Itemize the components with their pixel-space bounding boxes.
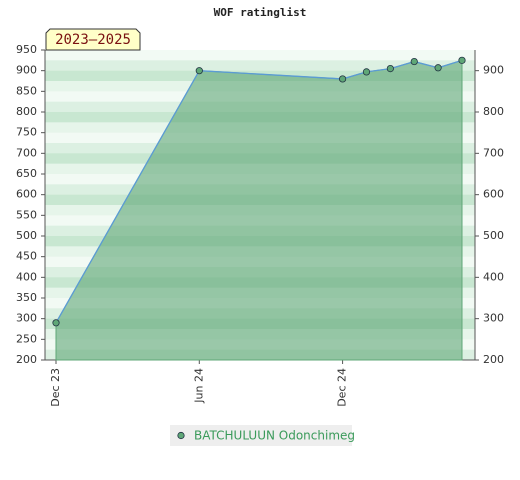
point xyxy=(362,68,371,76)
y-tick-label: 500 xyxy=(16,229,37,242)
y-tick-label: 700 xyxy=(16,146,37,159)
y2-tick-label: 500 xyxy=(483,229,504,242)
legend-box xyxy=(170,425,352,446)
badge-text: 2023–2025 xyxy=(55,32,131,48)
point xyxy=(386,65,394,73)
badge-box xyxy=(45,28,141,51)
x-tick-label: Jun 24 xyxy=(192,368,205,404)
y2-tick-label: 400 xyxy=(483,270,504,283)
point xyxy=(338,75,347,83)
y-tick-label: 750 xyxy=(16,126,37,139)
y2-tick-label: 200 xyxy=(483,353,504,366)
y-tick-label: 450 xyxy=(16,250,37,263)
y2-tick-label: 700 xyxy=(483,146,504,159)
y-tick-label: 800 xyxy=(16,105,37,118)
x-tick-label: Dec 23 xyxy=(49,368,62,407)
point xyxy=(410,57,418,66)
badge: 2023–2025 xyxy=(45,28,141,51)
y2-tick-label: 900 xyxy=(483,64,504,77)
point xyxy=(458,56,466,64)
chart-title: WOF ratinglist xyxy=(214,6,307,19)
point xyxy=(52,319,60,327)
y2-tick-label: 600 xyxy=(483,188,504,201)
y2-tick-label: 800 xyxy=(483,105,504,118)
stripe xyxy=(45,50,475,61)
y-tick-label: 300 xyxy=(16,312,37,325)
stripe xyxy=(45,60,475,72)
y-tick-label: 350 xyxy=(16,291,37,304)
line xyxy=(55,59,463,324)
point xyxy=(195,67,203,75)
legend-marker xyxy=(177,431,185,440)
y2-tick-label: 300 xyxy=(483,312,504,325)
y-tick-label: 400 xyxy=(16,270,37,283)
y-tick-label: 850 xyxy=(16,84,37,97)
y-tick-label: 650 xyxy=(16,167,37,180)
y-tick-label: 950 xyxy=(16,43,37,56)
y-tick-label: 600 xyxy=(16,188,37,201)
legend-label: BATCHULUUN Odonchimeg xyxy=(194,429,355,443)
y-tick-label: 900 xyxy=(16,64,37,77)
y-tick-label: 250 xyxy=(16,332,37,345)
y-tick-label: 200 xyxy=(16,353,37,366)
x-tick-label: Dec 24 xyxy=(336,368,349,407)
y-tick-label: 550 xyxy=(16,208,37,221)
point xyxy=(434,64,442,72)
